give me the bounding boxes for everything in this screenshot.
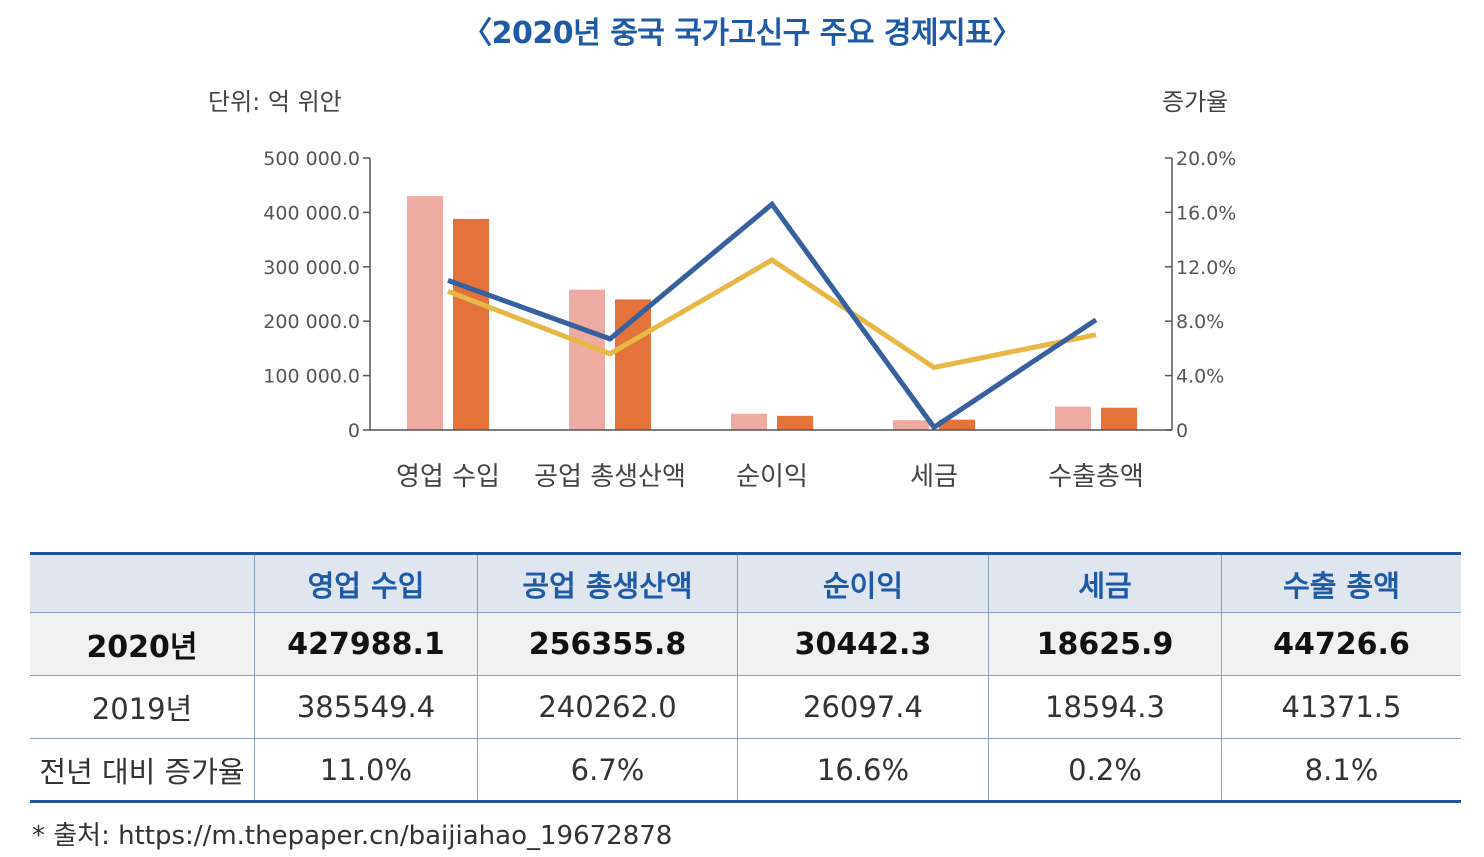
indicator-table: 영업 수입 공업 총생산액 순이익 세금 수출 총액 2020년 427988.… <box>30 552 1461 803</box>
table-cell: 427988.1 <box>255 613 478 676</box>
table-cell: 6.7% <box>478 739 738 802</box>
bar-2-5 <box>1101 408 1137 430</box>
table-cell: 385549.4 <box>255 676 478 739</box>
header-cell: 공업 총생산액 <box>478 554 738 613</box>
bar-1-1 <box>407 196 443 430</box>
table-cell: 256355.8 <box>478 613 738 676</box>
left-tick-label: 200 000.0 <box>263 311 360 333</box>
line-series-blue <box>448 204 1096 427</box>
bar-1-5 <box>1055 407 1091 430</box>
category-label: 수출총액 <box>1048 462 1144 492</box>
table-cell: 41371.5 <box>1222 676 1462 739</box>
table-cell: 26097.4 <box>738 676 989 739</box>
category-label: 영업 수입 <box>396 462 500 492</box>
table-cell: 11.0% <box>255 739 478 802</box>
bar-2-1 <box>453 219 489 430</box>
table-row: 전년 대비 증가율 11.0% 6.7% 16.6% 0.2% 8.1% <box>30 739 1461 802</box>
header-cell: 영업 수입 <box>255 554 478 613</box>
source-note: * 출처: https://m.thepaper.cn/baijiahao_19… <box>32 815 672 852</box>
right-tick-label: 16.0% <box>1176 202 1236 224</box>
left-tick-label: 300 000.0 <box>263 257 360 279</box>
right-axis-label: 증가율 <box>1162 88 1228 116</box>
table-cell: 44726.6 <box>1222 613 1462 676</box>
category-label: 순이익 <box>736 462 808 492</box>
right-tick-label: 12.0% <box>1176 257 1236 279</box>
left-tick-label: 400 000.0 <box>263 202 360 224</box>
bar-1-2 <box>569 290 605 430</box>
table-cell: 240262.0 <box>478 676 738 739</box>
table-cell: 18594.3 <box>989 676 1222 739</box>
bar-2-3 <box>777 416 813 430</box>
row-label: 전년 대비 증가율 <box>30 739 255 802</box>
table-row: 2019년 385549.4 240262.0 26097.4 18594.3 … <box>30 676 1461 739</box>
left-tick-label: 500 000.0 <box>263 148 360 170</box>
bar-1-3 <box>731 414 767 430</box>
table-cell: 16.6% <box>738 739 989 802</box>
table-row: 2020년 427988.1 256355.8 30442.3 18625.9 … <box>30 613 1461 676</box>
table-cell: 30442.3 <box>738 613 989 676</box>
header-cell-empty <box>30 554 255 613</box>
category-label: 세금 <box>910 462 958 492</box>
right-tick-label: 20.0% <box>1176 148 1236 170</box>
unit-label: 단위: 억 위안 <box>208 88 342 116</box>
left-tick-label: 0 <box>348 420 360 442</box>
header-cell: 수출 총액 <box>1222 554 1462 613</box>
category-label: 공업 총생산액 <box>534 462 686 492</box>
table-cell: 0.2% <box>989 739 1222 802</box>
row-label: 2020년 <box>30 613 255 676</box>
combo-chart: 영업 수입 공업 총생산액 순이익 세금 수출총액 0 100 000.0 200 000.0… <box>0 0 1484 520</box>
table-cell: 8.1% <box>1222 739 1462 802</box>
right-tick-label: 4.0% <box>1176 366 1224 388</box>
table-header-row: 영업 수입 공업 총생산액 순이익 세금 수출 총액 <box>30 554 1461 613</box>
header-cell: 세금 <box>989 554 1222 613</box>
bar-1-4 <box>893 420 929 430</box>
left-tick-label: 100 000.0 <box>263 366 360 388</box>
right-tick-label: 0 <box>1176 420 1188 442</box>
table-cell: 18625.9 <box>989 613 1222 676</box>
header-cell: 순이익 <box>738 554 989 613</box>
row-label: 2019년 <box>30 676 255 739</box>
right-tick-label: 8.0% <box>1176 311 1224 333</box>
